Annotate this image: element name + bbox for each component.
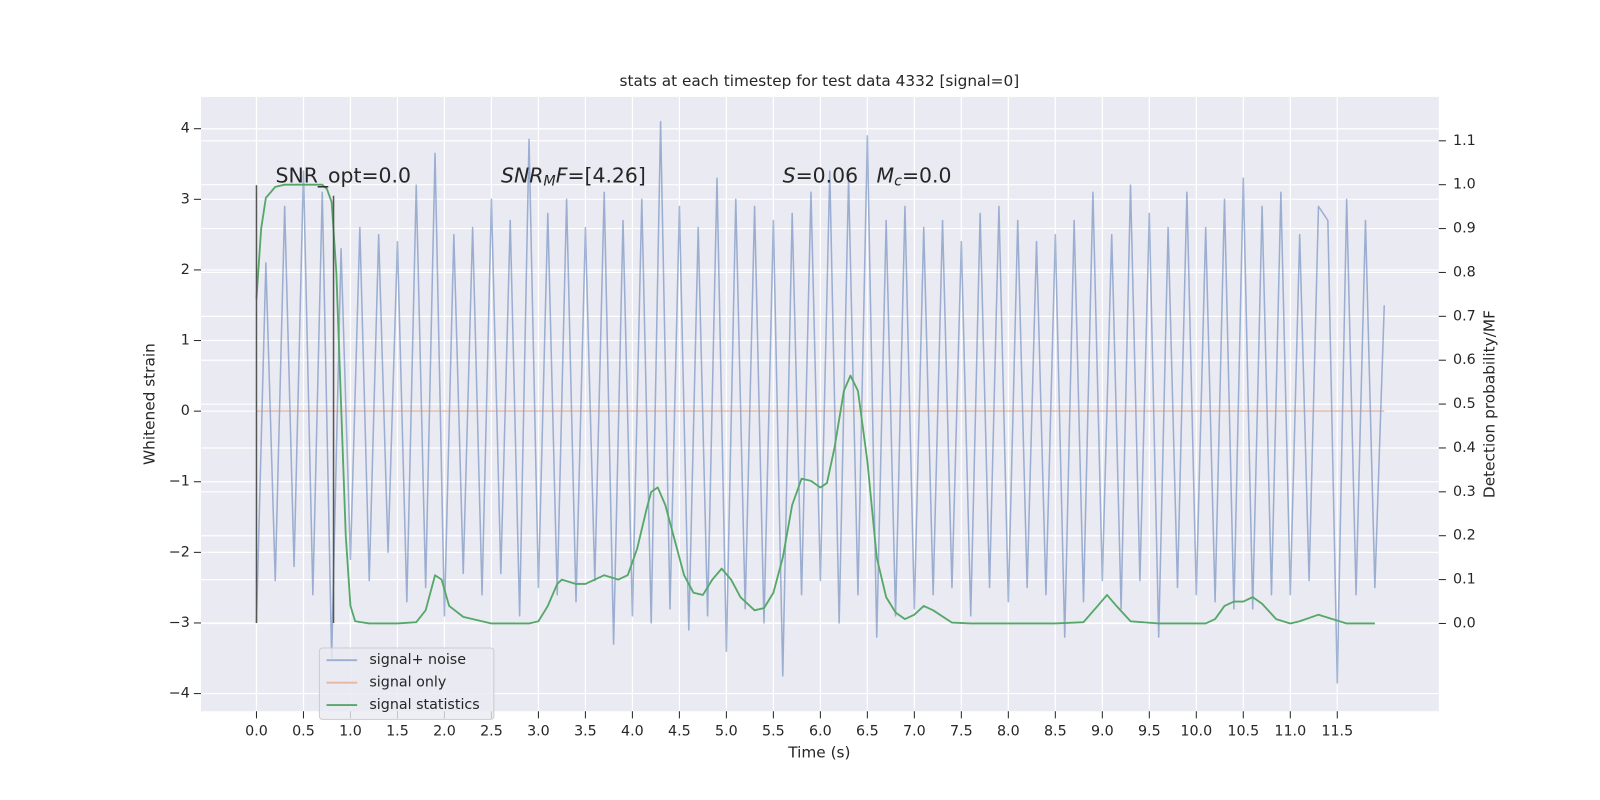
y-tick-label: −4 bbox=[169, 686, 190, 702]
y2-axis-label: Detection probability/MF bbox=[1480, 310, 1498, 498]
x-tick-label: 10.5 bbox=[1227, 724, 1259, 740]
x-tick-label: 5.0 bbox=[715, 724, 738, 740]
x-tick-label: 0.0 bbox=[245, 724, 268, 740]
y2-tick-label: 0.3 bbox=[1453, 484, 1476, 500]
x-tick-label: 11.0 bbox=[1274, 724, 1306, 740]
y-tick-label: 2 bbox=[181, 262, 190, 278]
y2-tick-label: 0.4 bbox=[1453, 440, 1476, 456]
y2-tick-label: 0.1 bbox=[1453, 572, 1476, 588]
x-tick-label: 9.0 bbox=[1091, 724, 1114, 740]
x-tick-label: 3.5 bbox=[574, 724, 597, 740]
legend-label: signal statistics bbox=[369, 697, 479, 713]
chart-title: stats at each timestep for test data 433… bbox=[620, 72, 1020, 90]
annotation: SNR_opt=0.0 bbox=[276, 164, 412, 189]
annotation-part: M bbox=[543, 174, 555, 190]
y-axis-label: Whitened strain bbox=[141, 343, 159, 465]
y-tick-label: −2 bbox=[169, 544, 190, 560]
annotation-part: SNR bbox=[501, 164, 543, 188]
x-tick-label: 0.5 bbox=[292, 724, 315, 740]
x-axis-label: Time (s) bbox=[787, 744, 850, 762]
y2-tick-label: 0.6 bbox=[1453, 352, 1476, 368]
y2-tick-label: 0.0 bbox=[1453, 615, 1476, 631]
annotation-part: =[4.26] bbox=[567, 164, 645, 188]
annotation-part: c bbox=[894, 174, 902, 190]
series-line bbox=[255, 120, 1386, 684]
y2-tick-label: 0.2 bbox=[1453, 528, 1476, 544]
x-tick-label: 9.5 bbox=[1138, 724, 1161, 740]
y2-tick-label: 1.1 bbox=[1453, 133, 1476, 149]
y-tick-label: 0 bbox=[181, 403, 190, 419]
x-tick-label: 6.0 bbox=[809, 724, 832, 740]
annotation-part: S bbox=[783, 164, 796, 188]
legend-label: signal+ noise bbox=[369, 652, 466, 668]
x-tick-label: 10.0 bbox=[1180, 724, 1212, 740]
y-tick-label: −3 bbox=[169, 615, 190, 631]
x-tick-label: 6.5 bbox=[856, 724, 879, 740]
annotation-part: M bbox=[877, 164, 895, 188]
y2-tick-label: 0.9 bbox=[1453, 221, 1476, 237]
x-tick-label: 7.5 bbox=[950, 724, 973, 740]
x-tick-label: 4.5 bbox=[668, 724, 691, 740]
annotation-part: F bbox=[556, 164, 568, 188]
y-tick-label: 4 bbox=[181, 121, 190, 137]
annotation-part: SNR_opt=0.0 bbox=[276, 164, 412, 189]
annotation-part: =0.0 bbox=[902, 164, 952, 188]
x-tick-label: 3.0 bbox=[527, 724, 550, 740]
y2-tick-label: 1.0 bbox=[1453, 177, 1476, 193]
series-line bbox=[255, 183, 1375, 625]
x-tick-label: 5.5 bbox=[762, 724, 785, 740]
x-tick-label: 8.5 bbox=[1044, 724, 1067, 740]
x-tick-label: 1.5 bbox=[386, 724, 409, 740]
y-tick-label: 1 bbox=[181, 333, 190, 349]
x-tick-label: 2.0 bbox=[433, 724, 456, 740]
y2-tick-label: 0.8 bbox=[1453, 264, 1476, 280]
x-tick-label: 8.0 bbox=[997, 724, 1020, 740]
x-tick-label: 2.5 bbox=[480, 724, 503, 740]
annotation: SNRMF=[4.26] bbox=[501, 164, 646, 190]
x-tick-label: 11.5 bbox=[1321, 724, 1353, 740]
y-tick-label: −1 bbox=[169, 474, 190, 490]
x-tick-label: 1.0 bbox=[339, 724, 362, 740]
y-tick-label: 3 bbox=[181, 191, 190, 207]
annotation: Mc=0.0 bbox=[877, 164, 952, 190]
x-tick-label: 7.0 bbox=[903, 724, 926, 740]
y2-tick-label: 0.5 bbox=[1453, 396, 1476, 412]
annotation-part: =0.06 bbox=[796, 164, 859, 188]
legend-box bbox=[318, 647, 495, 720]
annotation: S=0.06 bbox=[783, 164, 858, 188]
legend-label: signal only bbox=[369, 675, 446, 691]
x-tick-label: 4.0 bbox=[621, 724, 644, 740]
y2-tick-label: 0.7 bbox=[1453, 308, 1476, 324]
